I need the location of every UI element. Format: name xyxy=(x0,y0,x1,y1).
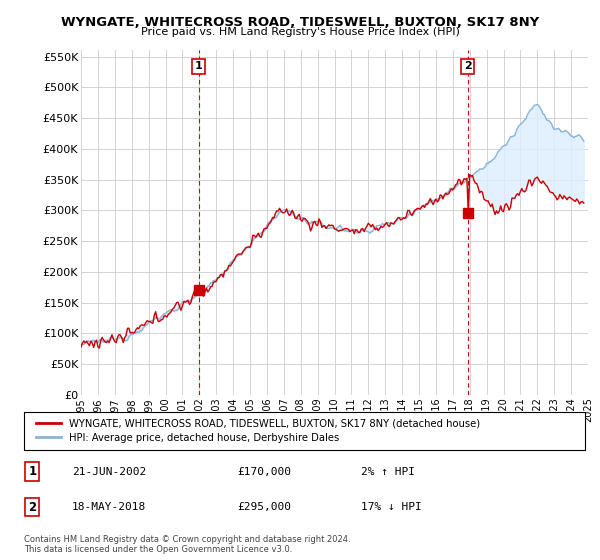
Text: £170,000: £170,000 xyxy=(237,466,291,477)
Text: 2: 2 xyxy=(464,62,472,71)
Text: Price paid vs. HM Land Registry's House Price Index (HPI): Price paid vs. HM Land Registry's House … xyxy=(140,27,460,38)
Text: 2: 2 xyxy=(28,501,37,514)
Text: 1: 1 xyxy=(195,62,203,71)
Legend: WYNGATE, WHITECROSS ROAD, TIDESWELL, BUXTON, SK17 8NY (detached house), HPI: Ave: WYNGATE, WHITECROSS ROAD, TIDESWELL, BUX… xyxy=(32,414,484,447)
Text: £295,000: £295,000 xyxy=(237,502,291,512)
Text: 17% ↓ HPI: 17% ↓ HPI xyxy=(361,502,421,512)
Text: Contains HM Land Registry data © Crown copyright and database right 2024.
This d: Contains HM Land Registry data © Crown c… xyxy=(24,535,350,554)
Text: WYNGATE, WHITECROSS ROAD, TIDESWELL, BUXTON, SK17 8NY: WYNGATE, WHITECROSS ROAD, TIDESWELL, BUX… xyxy=(61,16,539,29)
Text: 18-MAY-2018: 18-MAY-2018 xyxy=(71,502,146,512)
Text: 1: 1 xyxy=(28,465,37,478)
Text: 21-JUN-2002: 21-JUN-2002 xyxy=(71,466,146,477)
Text: 2% ↑ HPI: 2% ↑ HPI xyxy=(361,466,415,477)
